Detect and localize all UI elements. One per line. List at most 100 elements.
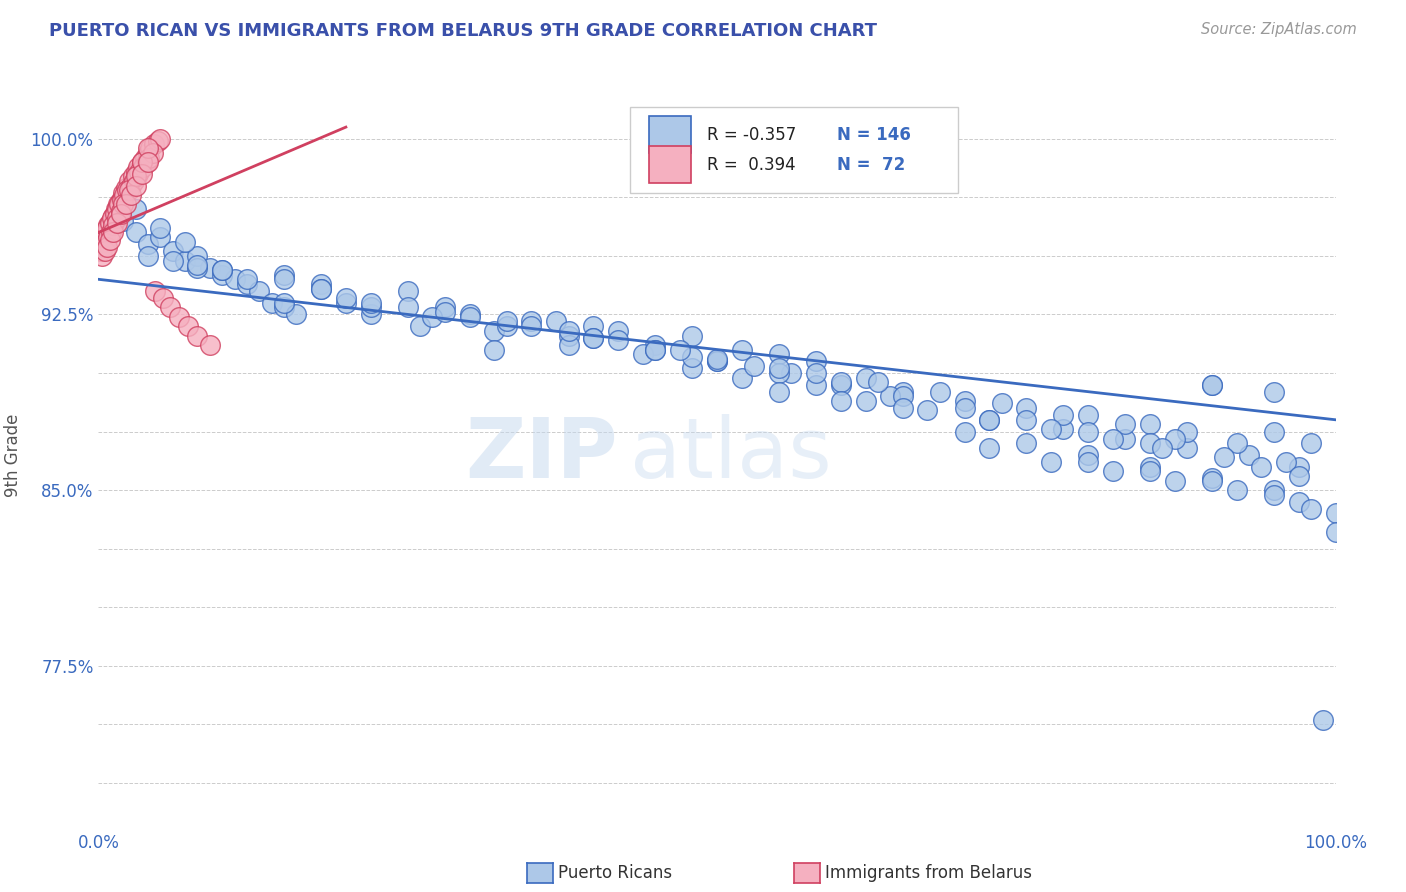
Point [1164,474,1187,488]
Point [93,226,115,240]
Point [1114,432,1136,446]
Point [1077,448,1099,462]
Point [90,244,112,259]
Point [484,324,506,338]
Point [1139,417,1161,432]
Point [96,239,118,253]
Point [1312,713,1334,727]
Point [1226,483,1249,497]
Point [98,216,121,230]
Point [98,232,121,246]
Point [830,394,852,409]
Point [1040,455,1063,469]
Point [1226,436,1249,450]
Point [110,204,132,219]
Point [804,354,827,368]
Point [979,441,1001,455]
Point [127,160,149,174]
Point [176,319,198,334]
Point [1299,436,1322,450]
Point [1052,408,1074,422]
Point [143,284,166,298]
Point [112,186,135,200]
Point [768,366,790,380]
Point [135,155,157,169]
Point [236,277,259,291]
Point [484,343,506,357]
Point [146,134,169,148]
Point [681,328,703,343]
Point [134,151,156,165]
Point [1139,464,1161,478]
Point [644,343,666,357]
Point [131,155,153,169]
Point [1288,459,1310,474]
Point [409,319,432,334]
Point [681,361,703,376]
Point [97,219,120,233]
Point [1201,377,1223,392]
Point [644,338,666,352]
Point [198,260,221,275]
Point [644,343,666,357]
Point [111,193,134,207]
Point [1275,455,1298,469]
Point [607,333,630,347]
Point [1164,432,1187,446]
Point [110,193,132,207]
Point [706,354,728,368]
Point [953,401,976,415]
Point [115,183,138,197]
Point [114,181,136,195]
Point [557,328,579,343]
Point [830,376,852,390]
Point [422,310,444,324]
Point [124,164,146,178]
Point [1201,471,1223,485]
Point [1077,455,1099,469]
Point [136,237,159,252]
Point [128,164,150,178]
Point [520,319,543,334]
Point [768,347,790,361]
Point [582,319,605,334]
Point [582,331,605,345]
Point [122,169,145,184]
Point [891,389,914,403]
Point [891,384,914,399]
FancyBboxPatch shape [630,106,959,193]
Point [105,216,128,230]
Point [100,213,122,227]
Point [236,272,259,286]
Point [360,301,382,315]
Point [731,343,754,357]
Point [1077,425,1099,439]
Point [1263,384,1285,399]
Point [1201,377,1223,392]
Point [607,324,630,338]
Point [780,366,803,380]
Point [458,307,481,321]
Point [1139,436,1161,450]
Point [1040,422,1063,436]
Point [103,219,125,233]
Point [152,291,174,305]
Point [186,249,208,263]
Point [104,202,127,216]
Text: ZIP: ZIP [465,415,619,495]
Point [979,413,1001,427]
Point [120,178,142,193]
Point [990,396,1012,410]
Point [94,235,117,249]
Point [96,220,118,235]
Point [953,394,976,409]
Point [273,268,295,282]
Point [768,384,790,399]
Point [138,151,160,165]
Point [108,197,131,211]
Point [103,207,125,221]
Point [557,324,579,338]
Point [917,403,939,417]
Point [1324,507,1347,521]
Point [93,239,115,253]
